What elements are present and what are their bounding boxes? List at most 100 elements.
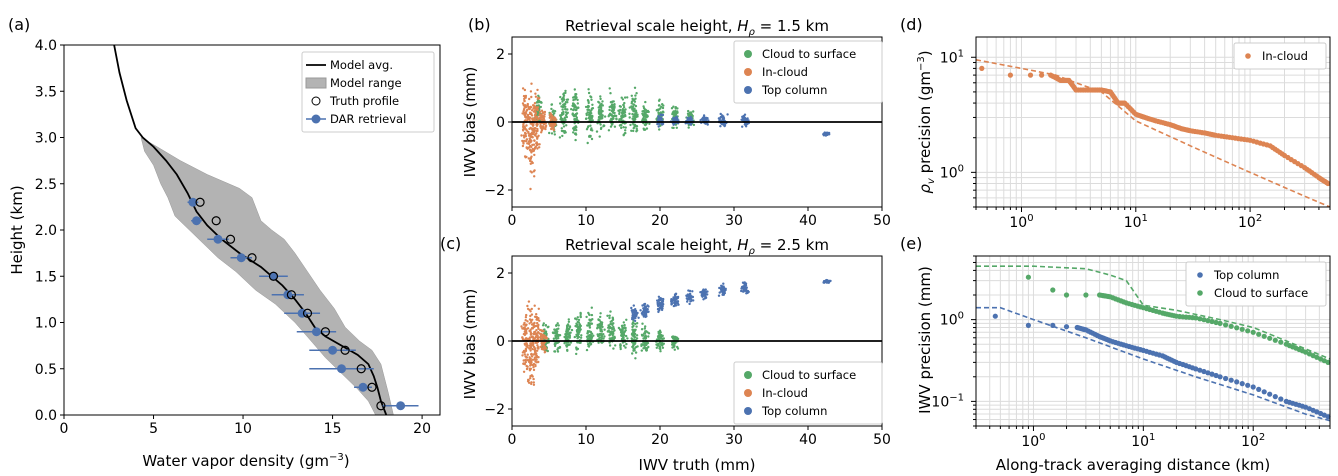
scatter-point <box>644 325 647 328</box>
precision-point <box>1050 322 1056 328</box>
scatter-point <box>656 335 660 338</box>
scatter-point <box>527 381 531 384</box>
scatter-point <box>659 350 662 353</box>
scatter-point <box>718 291 721 294</box>
scatter-point <box>676 296 679 299</box>
scatter-point <box>521 139 524 143</box>
scatter-point <box>620 334 623 337</box>
scatter-point <box>528 347 531 350</box>
scatter-point <box>674 292 678 295</box>
pc-ytick-label: 2 <box>496 266 505 282</box>
scatter-point <box>631 328 634 331</box>
scatter-point <box>687 293 690 296</box>
scatter-point <box>538 146 541 149</box>
panel-a-legend-label: DAR retrieval <box>330 112 406 126</box>
scatter-point <box>564 89 567 93</box>
scatter-point <box>607 324 610 327</box>
scatter-point <box>529 314 532 318</box>
scatter-point <box>535 354 538 357</box>
precision-point <box>1083 292 1089 298</box>
scatter-point <box>538 319 541 322</box>
scatter-point <box>575 96 578 99</box>
legend-truth-swatch <box>311 96 321 106</box>
panel-a-legend-label: Model avg. <box>330 58 393 72</box>
scatter-point <box>657 99 661 103</box>
scatter-point <box>615 118 618 121</box>
scatter-point <box>599 97 602 101</box>
scatter-point <box>634 109 638 112</box>
scatter-point <box>642 113 645 116</box>
scatter-point <box>721 291 725 295</box>
scatter-point <box>620 115 623 118</box>
scatter-point <box>687 289 690 292</box>
scatter-point <box>633 126 636 129</box>
scatter-point <box>536 106 540 109</box>
scatter-point <box>525 313 528 317</box>
scatter-point <box>624 131 627 135</box>
scatter-point <box>579 328 582 331</box>
scatter-point <box>578 323 582 326</box>
pe-legend-label: Cloud to surface <box>1214 286 1308 300</box>
panel-c-xlabel: IWV truth (mm) <box>639 456 756 474</box>
scatter-point <box>535 107 538 111</box>
scatter-point <box>609 310 612 313</box>
scatter-point <box>551 116 554 119</box>
scatter-point <box>621 331 624 334</box>
scatter-point <box>642 347 645 350</box>
scatter-point <box>528 107 531 111</box>
scatter-point <box>660 117 663 120</box>
scatter-point <box>547 325 550 328</box>
scatter-point <box>634 118 637 121</box>
scatter-point <box>575 128 578 132</box>
scatter-point <box>675 301 679 305</box>
scatter-point <box>577 321 581 324</box>
scatter-point <box>622 133 625 136</box>
scatter-point <box>692 299 695 302</box>
scatter-point <box>533 105 536 108</box>
scatter-point <box>529 361 532 365</box>
truth-point <box>340 345 350 355</box>
scatter-point <box>535 132 538 135</box>
scatter-point <box>588 114 591 118</box>
pc-xtick-label: 50 <box>873 432 891 448</box>
scatter-point <box>524 319 527 322</box>
precision-point <box>1050 287 1056 293</box>
scatter-point <box>635 127 638 130</box>
scatter-point <box>644 306 647 309</box>
scatter-point <box>631 334 635 337</box>
scatter-point <box>588 134 591 138</box>
scatter-point <box>674 107 677 110</box>
scatter-point <box>619 105 622 108</box>
pc-ytick-label: −2 <box>484 402 505 418</box>
scatter-point <box>660 308 664 312</box>
scatter-point <box>531 318 534 321</box>
scatter-point <box>645 315 648 318</box>
scatter-point <box>576 337 579 340</box>
scatter-point <box>657 104 661 107</box>
ytick-label: 10−1 <box>931 392 964 410</box>
precision-point <box>1025 274 1031 280</box>
scatter-point <box>635 337 639 340</box>
precision-point <box>1217 374 1223 380</box>
scatter-point <box>620 324 624 328</box>
scatter-point <box>598 101 601 104</box>
scatter-point <box>641 110 644 113</box>
scatter-point <box>539 125 542 128</box>
scatter-point <box>658 341 662 344</box>
precision-point <box>1234 379 1240 385</box>
model-avg-line <box>113 44 388 416</box>
panel-label-d: (d) <box>900 15 923 34</box>
scatter-point <box>524 347 528 351</box>
panel-b-chart: 0 10 20 30 40 50−202 Cloud to surfaceIn-cloudT… <box>484 36 891 229</box>
dar-point <box>213 234 223 244</box>
scatter-point <box>533 352 536 355</box>
scatter-point <box>691 290 694 293</box>
scatter-point <box>530 151 533 154</box>
scatter-point <box>533 114 537 117</box>
scatter-point <box>656 108 659 112</box>
scatter-point <box>631 352 634 355</box>
scatter-point <box>600 321 604 324</box>
scatter-point <box>523 362 526 366</box>
scatter-point <box>565 344 568 347</box>
scatter-point <box>526 365 529 368</box>
